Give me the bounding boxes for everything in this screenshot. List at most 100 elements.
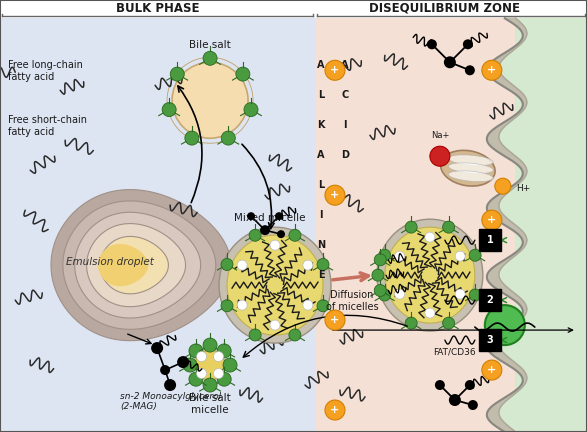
Polygon shape	[63, 201, 216, 329]
Circle shape	[375, 254, 386, 266]
Circle shape	[449, 394, 461, 406]
Circle shape	[375, 285, 386, 296]
Circle shape	[236, 67, 250, 81]
Circle shape	[455, 251, 465, 261]
Circle shape	[160, 365, 170, 375]
Circle shape	[394, 289, 404, 299]
Polygon shape	[487, 18, 587, 432]
Circle shape	[270, 320, 280, 330]
Text: +: +	[487, 65, 497, 75]
Circle shape	[482, 60, 502, 80]
Circle shape	[465, 380, 475, 390]
Circle shape	[455, 289, 465, 299]
Text: 1: 1	[487, 235, 493, 245]
Circle shape	[203, 51, 217, 65]
Text: H+: H+	[516, 184, 530, 193]
Circle shape	[270, 240, 280, 250]
Circle shape	[289, 229, 301, 241]
Circle shape	[469, 289, 481, 301]
Circle shape	[277, 230, 285, 238]
Circle shape	[394, 251, 404, 261]
Ellipse shape	[377, 219, 483, 331]
Circle shape	[405, 221, 417, 233]
Ellipse shape	[441, 150, 495, 186]
Bar	[315, 18, 515, 432]
Polygon shape	[100, 236, 168, 294]
Circle shape	[237, 260, 247, 270]
Text: +: +	[330, 65, 340, 75]
Circle shape	[289, 329, 301, 341]
Circle shape	[185, 131, 199, 145]
Circle shape	[189, 344, 203, 358]
Ellipse shape	[448, 171, 493, 181]
Circle shape	[485, 305, 525, 345]
Circle shape	[217, 372, 231, 386]
Ellipse shape	[385, 227, 475, 323]
Ellipse shape	[448, 155, 493, 165]
Text: L: L	[318, 180, 324, 190]
Text: C: C	[341, 90, 349, 100]
Text: Mixed micelle: Mixed micelle	[234, 213, 306, 223]
Circle shape	[468, 400, 478, 410]
Text: K: K	[317, 120, 325, 130]
Circle shape	[197, 352, 207, 362]
Text: Diffusion
of micelles: Diffusion of micelles	[326, 290, 378, 312]
Text: +: +	[487, 365, 497, 375]
Circle shape	[430, 146, 450, 166]
Circle shape	[221, 300, 233, 312]
Circle shape	[172, 62, 248, 138]
Text: Na+: Na+	[431, 131, 449, 140]
Circle shape	[247, 212, 255, 220]
Circle shape	[465, 65, 475, 75]
Bar	[515, 18, 587, 432]
Circle shape	[379, 249, 391, 261]
Circle shape	[325, 60, 345, 80]
FancyBboxPatch shape	[479, 329, 501, 351]
Ellipse shape	[227, 235, 323, 335]
Circle shape	[303, 260, 313, 270]
Text: A: A	[317, 150, 325, 160]
Text: FAT/CD36: FAT/CD36	[434, 347, 476, 356]
Ellipse shape	[219, 227, 331, 343]
Polygon shape	[98, 244, 149, 286]
Circle shape	[260, 225, 270, 235]
Circle shape	[317, 300, 329, 312]
Circle shape	[249, 229, 261, 241]
Circle shape	[303, 300, 313, 310]
Circle shape	[435, 380, 445, 390]
Circle shape	[325, 310, 345, 330]
Bar	[0, 18, 315, 432]
Circle shape	[164, 379, 176, 391]
Polygon shape	[487, 18, 527, 432]
Circle shape	[444, 56, 456, 68]
Circle shape	[469, 249, 481, 261]
Circle shape	[214, 368, 224, 378]
Circle shape	[405, 317, 417, 329]
Circle shape	[325, 400, 345, 420]
Circle shape	[217, 344, 231, 358]
Circle shape	[425, 308, 435, 318]
Circle shape	[214, 352, 224, 362]
FancyBboxPatch shape	[479, 289, 501, 311]
Text: Free long-chain
fatty acid: Free long-chain fatty acid	[8, 60, 83, 82]
Circle shape	[244, 103, 258, 117]
Text: A: A	[341, 60, 349, 70]
Text: Free short-chain
fatty acid: Free short-chain fatty acid	[8, 115, 87, 137]
Text: D: D	[341, 150, 349, 160]
Circle shape	[183, 358, 197, 372]
Text: +: +	[330, 190, 340, 200]
Circle shape	[221, 258, 233, 270]
Text: I: I	[343, 120, 347, 130]
Circle shape	[427, 39, 437, 49]
Text: +: +	[330, 315, 340, 325]
Polygon shape	[87, 224, 185, 307]
Text: +: +	[487, 215, 497, 225]
Circle shape	[325, 185, 345, 205]
Circle shape	[379, 289, 391, 301]
Text: BULK PHASE: BULK PHASE	[116, 2, 200, 15]
Text: A: A	[317, 60, 325, 70]
Circle shape	[482, 360, 502, 380]
Circle shape	[221, 131, 235, 145]
Circle shape	[151, 342, 163, 354]
Circle shape	[203, 378, 217, 392]
